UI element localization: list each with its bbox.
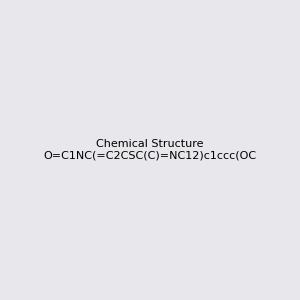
Text: Chemical Structure
O=C1NC(=C2CSC(C)=NC12)c1ccc(OC: Chemical Structure O=C1NC(=C2CSC(C)=NC12… (44, 139, 256, 161)
